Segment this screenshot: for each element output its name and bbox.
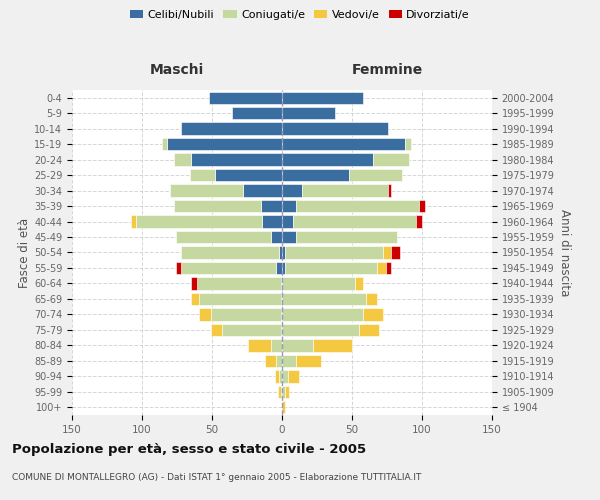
Bar — [277, 262, 282, 274]
Bar — [176, 262, 181, 274]
Bar — [386, 262, 391, 274]
Bar — [279, 246, 282, 258]
Bar — [282, 200, 296, 212]
Bar — [191, 292, 199, 305]
Bar — [377, 262, 386, 274]
Bar — [296, 354, 321, 367]
Bar — [282, 216, 293, 228]
Bar — [181, 122, 282, 135]
Bar — [281, 324, 282, 336]
Bar — [282, 370, 287, 382]
Bar — [265, 354, 277, 367]
Bar — [282, 354, 296, 367]
Bar — [349, 169, 403, 181]
Bar — [181, 246, 279, 258]
Bar — [279, 370, 282, 382]
Bar — [281, 386, 282, 398]
Bar — [282, 292, 366, 305]
Bar — [136, 216, 262, 228]
Bar — [271, 231, 282, 243]
Bar — [383, 246, 391, 258]
Bar — [287, 370, 299, 382]
Bar — [174, 154, 191, 166]
Bar — [388, 184, 391, 197]
Bar — [282, 231, 296, 243]
Text: COMUNE DI MONTALLEGRO (AG) - Dati ISTAT 1° gennaio 2005 - Elaborazione TUTTITALI: COMUNE DI MONTALLEGRO (AG) - Dati ISTAT … — [12, 472, 421, 482]
Bar — [170, 184, 243, 197]
Bar — [211, 324, 222, 336]
Bar — [282, 278, 355, 289]
Bar — [282, 308, 363, 320]
Bar — [271, 339, 282, 351]
Bar — [282, 401, 285, 413]
Y-axis label: Anni di nascita: Anni di nascita — [558, 209, 571, 296]
Bar — [281, 278, 282, 289]
Bar — [282, 138, 405, 150]
Bar — [366, 292, 377, 305]
Bar — [243, 184, 282, 197]
Bar — [262, 216, 282, 228]
Bar — [296, 200, 419, 212]
Legend: Celibi/Nubili, Coniugati/e, Vedovi/e, Divorziati/e: Celibi/Nubili, Coniugati/e, Vedovi/e, Di… — [125, 6, 475, 25]
Bar — [363, 308, 383, 320]
Bar — [405, 138, 411, 150]
Bar — [278, 386, 281, 398]
Bar — [419, 200, 425, 212]
Bar — [197, 278, 281, 289]
Bar — [282, 324, 359, 336]
Bar — [285, 262, 377, 274]
Bar — [282, 262, 285, 274]
Bar — [261, 200, 282, 212]
Bar — [191, 278, 197, 289]
Bar — [277, 354, 282, 367]
Bar — [282, 122, 388, 135]
Bar — [296, 231, 397, 243]
Bar — [313, 339, 352, 351]
Bar — [199, 308, 211, 320]
Bar — [174, 200, 261, 212]
Bar — [281, 308, 282, 320]
Bar — [215, 169, 282, 181]
Bar — [275, 370, 279, 382]
Y-axis label: Fasce di età: Fasce di età — [18, 218, 31, 288]
Bar — [209, 92, 282, 104]
Bar — [282, 107, 335, 120]
Bar — [285, 386, 289, 398]
Bar — [302, 184, 388, 197]
Bar — [222, 324, 281, 336]
Text: Femmine: Femmine — [352, 64, 422, 78]
Bar — [176, 231, 271, 243]
Bar — [285, 246, 383, 258]
Bar — [359, 324, 379, 336]
Bar — [282, 386, 285, 398]
Bar — [191, 154, 282, 166]
Bar — [293, 216, 416, 228]
Bar — [211, 308, 281, 320]
Bar — [282, 339, 313, 351]
Bar — [373, 154, 409, 166]
Text: Maschi: Maschi — [150, 64, 204, 78]
Bar — [190, 169, 215, 181]
Bar — [199, 292, 281, 305]
Bar — [167, 138, 282, 150]
Bar — [281, 292, 282, 305]
Bar — [248, 339, 271, 351]
Bar — [161, 138, 167, 150]
Text: Popolazione per età, sesso e stato civile - 2005: Popolazione per età, sesso e stato civil… — [12, 442, 366, 456]
Bar — [131, 216, 136, 228]
Bar — [282, 92, 363, 104]
Bar — [282, 154, 373, 166]
Bar — [391, 246, 400, 258]
Bar — [232, 107, 282, 120]
Bar — [416, 216, 422, 228]
Bar — [355, 278, 363, 289]
Bar — [282, 169, 349, 181]
Bar — [181, 262, 277, 274]
Bar — [282, 184, 302, 197]
Bar — [282, 246, 285, 258]
